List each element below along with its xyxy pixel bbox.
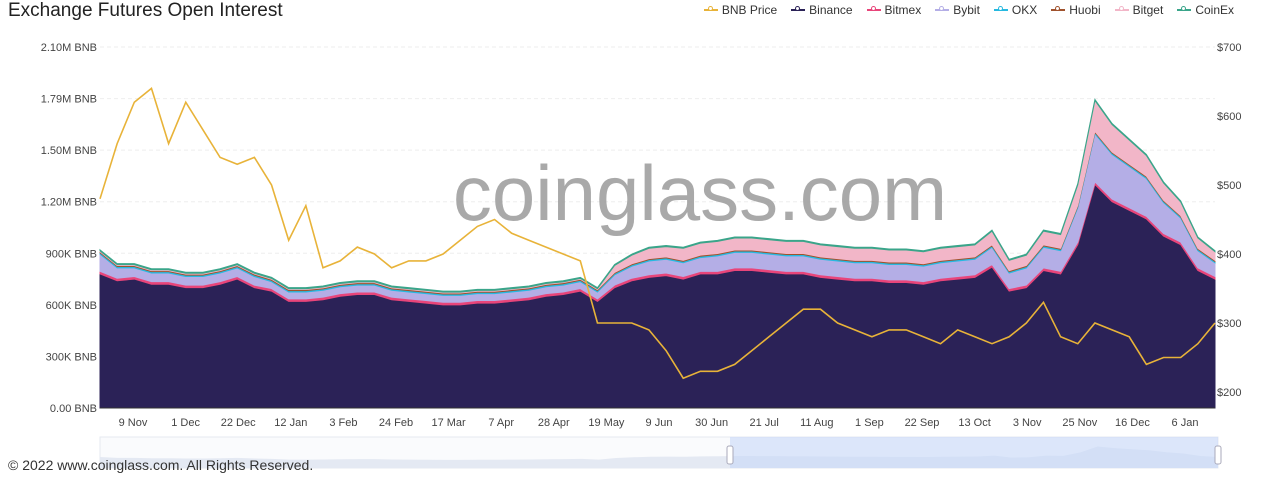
y-right-tick-label: $300 [1217,318,1241,330]
copyright-footer: © 2022 www.coinglass.com. All Rights Res… [8,457,314,473]
legend-label: CoinEx [1195,3,1234,17]
x-tick-label: 3 Feb [329,417,357,429]
x-tick-label: 22 Dec [221,417,256,429]
legend-item-bybit[interactable]: Bybit [935,3,980,17]
legend-item-binance[interactable]: Binance [791,3,853,17]
legend-item-coinex[interactable]: CoinEx [1177,3,1234,17]
legend-item-okx[interactable]: OKX [993,3,1038,17]
x-tick-label: 25 Nov [1062,417,1097,429]
legend-label: Binance [809,3,853,17]
y-right-tick-label: $400 [1217,249,1241,261]
y-left-tick-label: 600K BNB [46,300,97,312]
legend-marker-icon [1051,6,1066,11]
x-tick-label: 1 Dec [171,417,200,429]
x-tick-label: 13 Oct [958,417,990,429]
x-tick-label: 11 Aug [800,417,833,429]
navigator-selection [730,437,1218,468]
legend-label: BNB Price [721,3,778,17]
x-tick-label: 21 Jul [750,417,779,429]
x-tick-label: 12 Jan [274,417,307,429]
y-left-tick-label: 1.20M BNB [41,197,97,209]
navigator-handle-right[interactable] [1214,445,1222,465]
legend-marker-icon [791,6,806,11]
y-right-tick-label: $600 [1217,111,1241,123]
area-coinex [99,98,1216,293]
x-tick-label: 22 Sep [905,417,940,429]
x-tick-label: 1 Sep [855,417,884,429]
legend-label: Bitget [1132,3,1164,17]
legend-item-bitmex[interactable]: Bitmex [866,3,922,17]
legend-item-huobi[interactable]: Huobi [1051,3,1101,17]
x-tick-label: 3 Nov [1013,417,1042,429]
legend-marker-icon [1177,6,1192,11]
watermark: coinglass.com [453,149,947,237]
x-tick-label: 16 Dec [1115,417,1150,429]
legend-label: Bitmex [884,3,922,17]
legend-label: Bybit [953,3,980,17]
legend-marker-icon [993,6,1008,11]
x-tick-label: 24 Feb [379,417,413,429]
y-left-tick-label: 900K BNB [46,248,97,260]
chart-title: Exchange Futures Open Interest [8,0,283,21]
legend-item-bnb-price[interactable]: BNB Price [703,3,778,17]
x-tick-label: 28 Apr [538,417,570,429]
legend: BNB Price Binance Bitmex Bybit OKX Huobi Bitge… [703,3,1234,17]
line-bnb-price [99,87,1216,380]
y-right-tick-label: $500 [1217,180,1241,192]
x-tick-label: 7 Apr [488,417,514,429]
x-tick-label: 17 Mar [431,417,466,429]
x-tick-label: 19 May [588,417,625,429]
y-left-tick-label: 300K BNB [46,351,97,363]
y-left-tick-label: 1.79M BNB [41,94,97,106]
legend-marker-icon [1114,6,1129,11]
legend-marker-icon [703,6,718,11]
x-tick-label: 9 Jun [646,417,673,429]
x-tick-label: 30 Jun [695,417,728,429]
y-left-tick-label: 2.10M BNB [41,42,97,54]
legend-label: Huobi [1069,3,1101,17]
y-right-tick-label: $200 [1217,387,1241,399]
y-left-tick-label: 1.50M BNB [41,145,97,157]
y-left-tick-label: 0.00 BNB [50,403,97,415]
legend-marker-icon [866,6,881,11]
x-tick-label: 9 Nov [119,417,148,429]
legend-label: OKX [1011,3,1038,17]
legend-item-bitget[interactable]: Bitget [1114,3,1164,17]
navigator-handle-left[interactable] [726,445,734,465]
legend-marker-icon [935,6,950,11]
x-tick-label: 6 Jan [1172,417,1199,429]
y-right-tick-label: $700 [1217,42,1241,54]
